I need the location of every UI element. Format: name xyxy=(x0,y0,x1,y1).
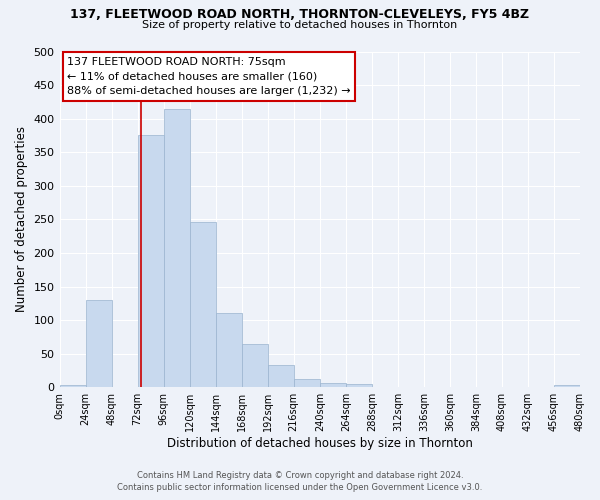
Bar xyxy=(242,344,268,388)
Bar xyxy=(137,135,164,388)
Text: 137, FLEETWOOD ROAD NORTH, THORNTON-CLEVELEYS, FY5 4BZ: 137, FLEETWOOD ROAD NORTH, THORNTON-CLEV… xyxy=(70,8,530,20)
Text: Size of property relative to detached houses in Thornton: Size of property relative to detached ho… xyxy=(142,20,458,30)
Bar xyxy=(190,222,215,388)
Bar xyxy=(215,313,242,388)
X-axis label: Distribution of detached houses by size in Thornton: Distribution of detached houses by size … xyxy=(167,437,473,450)
Text: Contains HM Land Registry data © Crown copyright and database right 2024.
Contai: Contains HM Land Registry data © Crown c… xyxy=(118,471,482,492)
Y-axis label: Number of detached properties: Number of detached properties xyxy=(15,126,28,312)
Text: 137 FLEETWOOD ROAD NORTH: 75sqm
← 11% of detached houses are smaller (160)
88% o: 137 FLEETWOOD ROAD NORTH: 75sqm ← 11% of… xyxy=(67,56,351,96)
Bar xyxy=(346,384,372,388)
Bar xyxy=(554,386,580,388)
Bar xyxy=(320,382,346,388)
Bar xyxy=(294,380,320,388)
Bar xyxy=(59,386,86,388)
Bar xyxy=(164,108,190,388)
Bar xyxy=(86,300,112,388)
Bar xyxy=(268,365,294,388)
